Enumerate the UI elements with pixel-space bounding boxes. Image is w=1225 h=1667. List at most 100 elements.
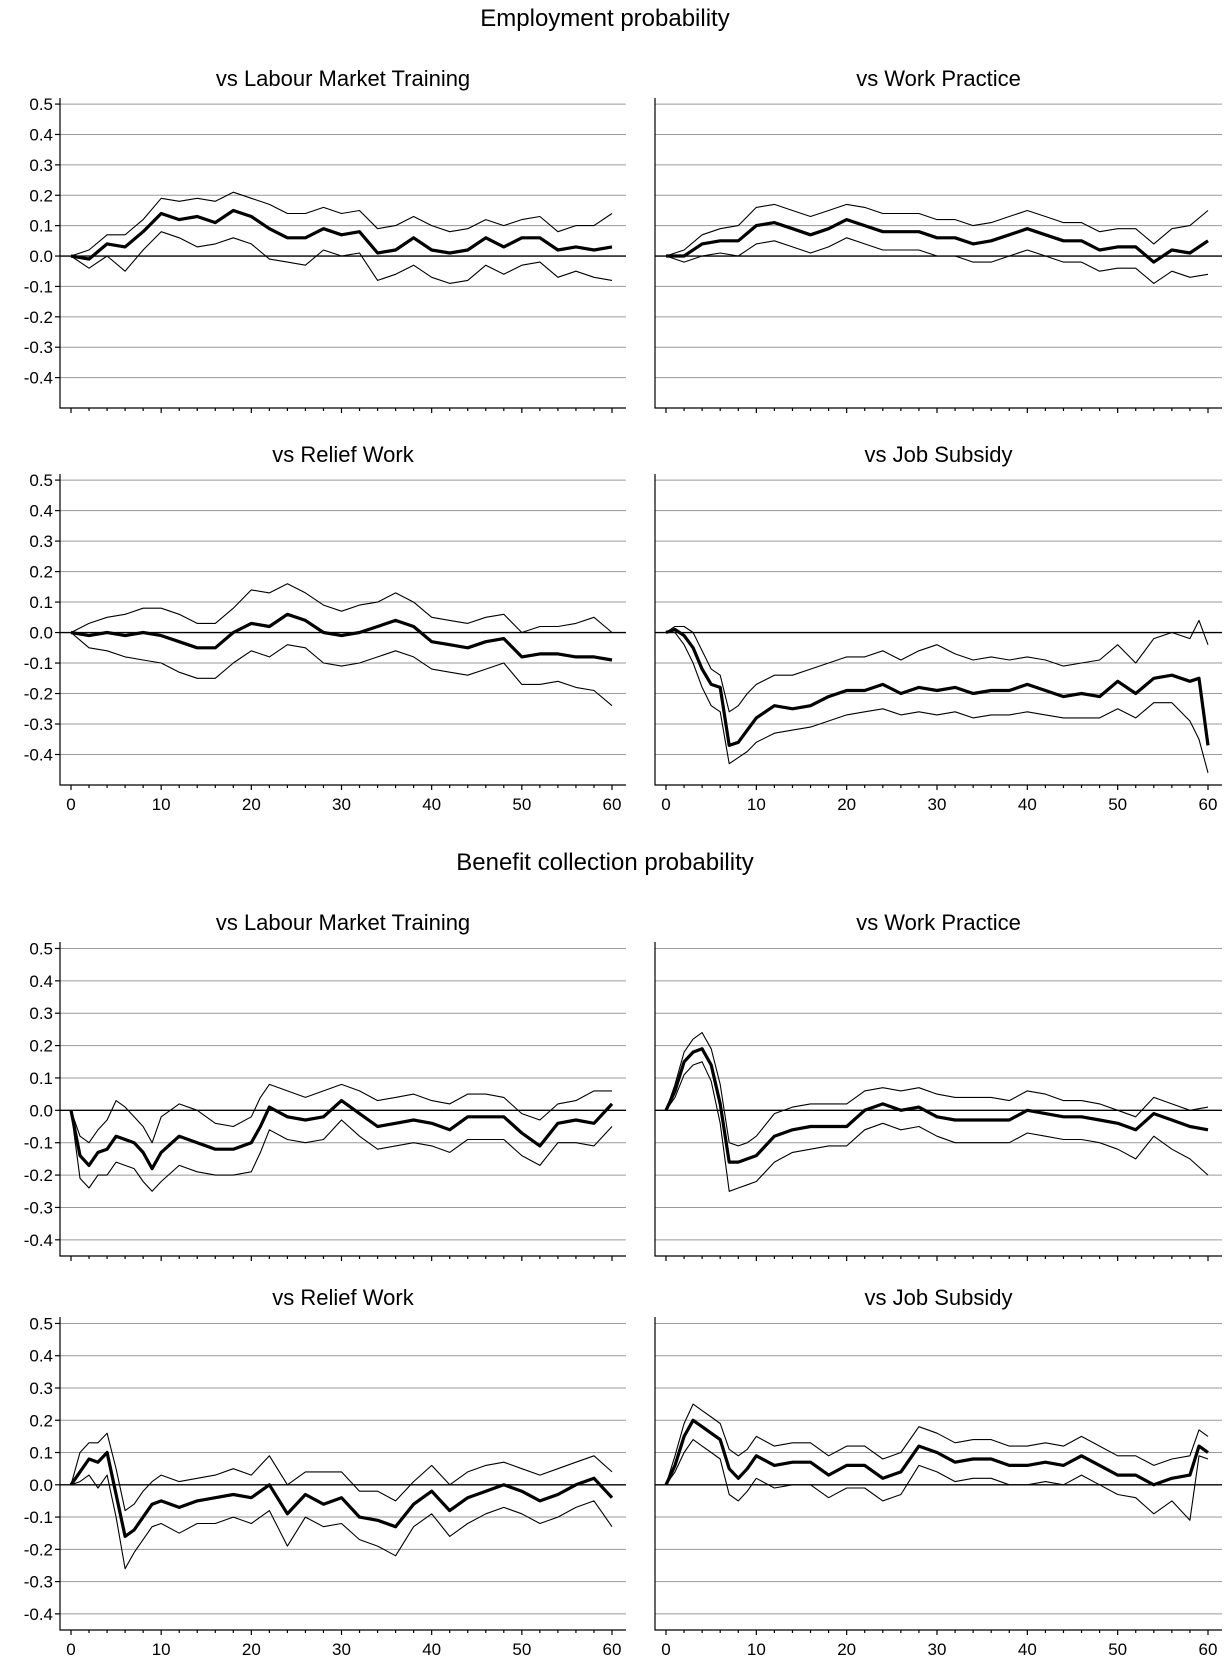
x-tick-label: 60	[603, 795, 622, 814]
x-tick-label: 20	[837, 1640, 856, 1659]
y-tick-label: -0.1	[24, 277, 53, 296]
y-tick-label: 0.0	[29, 1476, 53, 1495]
panels: vs Labour Market Training 0.5 0.4 0.3 0.2 0.1…	[24, 66, 1222, 1659]
x-tick-label: 50	[512, 795, 531, 814]
x-tick-label: 60	[603, 1640, 622, 1659]
y-tick-label: 0.1	[29, 1444, 53, 1463]
x-tick-label: 0	[66, 1640, 75, 1659]
y-tick-label: -0.2	[24, 685, 53, 704]
y-tick-label: 0.1	[29, 1069, 53, 1088]
series-lower-ci-line	[665, 237, 1209, 284]
y-tick-label: -0.1	[24, 1508, 53, 1527]
y-tick-label: 0.5	[29, 939, 53, 958]
y-tick-label: 0.3	[29, 1004, 53, 1023]
series-lower-ci-line	[70, 632, 613, 707]
axis-frame	[59, 474, 626, 786]
panel-title: vs Relief Work	[272, 1285, 414, 1310]
panel-3: vs Relief Work 0.5 0.4 0.3 0.2 0.1 0.0 -0.1 -0.2…	[24, 442, 626, 814]
x-tick-label: 20	[242, 795, 261, 814]
panel-title: vs Labour Market Training	[216, 66, 470, 91]
series-estimate-line	[70, 612, 613, 662]
series-upper-ci-line	[70, 191, 613, 257]
y-tick-label: -0.3	[24, 715, 53, 734]
series-lower-ci-line	[70, 1474, 613, 1570]
panel-1: vs Labour Market Training 0.5 0.4 0.3 0.2 0.1…	[24, 66, 626, 413]
axis-frame	[59, 942, 626, 1257]
x-tick-label: 60	[1199, 795, 1218, 814]
y-tick-label: -0.2	[24, 308, 53, 327]
x-tick-label: 0	[66, 795, 75, 814]
panel-5: vs Labour Market Training 0.5 0.4 0.3 0.2 0.1…	[24, 910, 626, 1261]
y-tick-label: -0.1	[24, 1134, 53, 1153]
x-tick-label: 20	[837, 795, 856, 814]
panel-4: vs Job Subsidy 0 10 20 30 40 50 60	[654, 442, 1222, 814]
x-tick-label: 50	[512, 1640, 531, 1659]
series-upper-ci-line	[665, 619, 1209, 713]
y-tick-label: -0.4	[24, 1605, 53, 1624]
y-tick-label: -0.1	[24, 654, 53, 673]
series-estimate-line	[69, 1098, 614, 1171]
y-tick-label: 0.5	[29, 471, 53, 490]
x-tick-label: 30	[928, 1640, 947, 1659]
series-estimate-line	[666, 218, 1209, 264]
series-lower-ci-line	[665, 1061, 1209, 1192]
axis-frame	[59, 1317, 626, 1631]
series-upper-ci-line	[665, 1032, 1209, 1147]
series-upper-ci-line	[70, 1432, 613, 1512]
panel-6: vs Work Practice	[654, 910, 1222, 1261]
x-tick-label: 0	[661, 795, 670, 814]
y-tick-label: 0.5	[29, 1314, 53, 1333]
section-title-employment: Employment probability	[480, 5, 729, 32]
x-tick-label: 0	[661, 1640, 670, 1659]
panel-title: vs Job Subsidy	[865, 1285, 1013, 1310]
series-estimate-line	[664, 1047, 1209, 1164]
y-tick-label: 0.3	[29, 156, 53, 175]
y-tick-label: 0.3	[29, 532, 53, 551]
panel-title: vs Labour Market Training	[216, 910, 470, 935]
series-upper-ci-line	[70, 583, 613, 634]
x-tick-label: 40	[422, 795, 441, 814]
panel-8: vs Job Subsidy 0 10 20 30 40 50 60	[654, 1285, 1222, 1659]
panel-title: vs Relief Work	[272, 442, 414, 467]
series-estimate-line	[664, 1418, 1209, 1487]
y-tick-label: 0.2	[29, 186, 53, 205]
y-tick-label: -0.3	[24, 1573, 53, 1592]
y-tick-label: 0.3	[29, 1379, 53, 1398]
panel-title: vs Work Practice	[856, 66, 1021, 91]
x-tick-label: 40	[1018, 1640, 1037, 1659]
y-tick-label: 0.2	[29, 563, 53, 582]
x-tick-label: 30	[928, 795, 947, 814]
x-tick-label: 10	[747, 1640, 766, 1659]
y-tick-label: -0.4	[24, 369, 53, 388]
y-tick-label: -0.2	[24, 1540, 53, 1559]
axis-frame	[654, 474, 1222, 786]
x-tick-label: 40	[422, 1640, 441, 1659]
series-upper-ci-line	[665, 203, 1209, 257]
x-tick-label: 20	[242, 1640, 261, 1659]
y-tick-label: 0.2	[29, 1411, 53, 1430]
y-tick-label: 0.4	[29, 125, 53, 144]
x-tick-label: 10	[152, 795, 171, 814]
x-tick-label: 30	[332, 1640, 351, 1659]
series-upper-ci-line	[70, 1083, 612, 1144]
axis-frame	[654, 942, 1222, 1257]
y-tick-label: -0.4	[24, 1231, 53, 1250]
y-tick-label: 0.2	[29, 1037, 53, 1056]
panel-title: vs Work Practice	[856, 910, 1021, 935]
axis-frame	[654, 1317, 1222, 1631]
x-tick-label: 50	[1108, 795, 1127, 814]
panel-title: vs Job Subsidy	[865, 442, 1013, 467]
panel-7: vs Relief Work 0.5 0.4 0.3 0.2 0.1 0.0 -0.1 -0.2…	[24, 1285, 626, 1659]
y-tick-label: 0.0	[29, 247, 53, 266]
y-tick-label: 0.5	[29, 95, 53, 114]
x-tick-label: 40	[1018, 795, 1037, 814]
series-lower-ci-line	[70, 231, 613, 284]
series-lower-ci-line	[666, 631, 1209, 773]
series-estimate-line	[665, 627, 1210, 748]
x-tick-label: 10	[152, 1640, 171, 1659]
y-tick-label: 0.1	[29, 217, 53, 236]
y-tick-label: -0.4	[24, 746, 53, 765]
series-estimate-line	[70, 208, 613, 261]
section-title-benefit: Benefit collection probability	[456, 849, 754, 876]
y-tick-label: 0.1	[29, 593, 53, 612]
